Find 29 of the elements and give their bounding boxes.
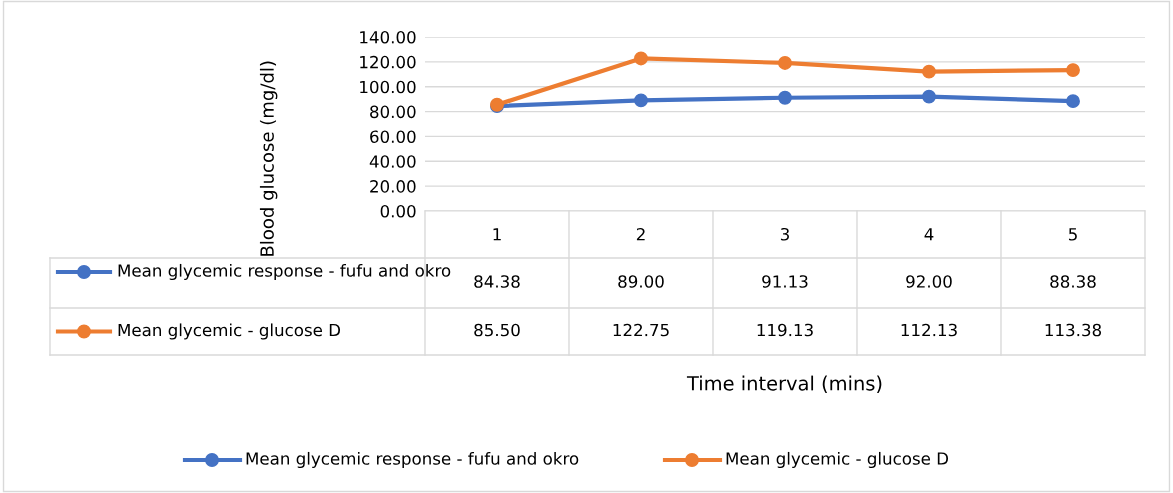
x-tick-label: 3 bbox=[780, 227, 789, 241]
y-tick-label: 40.00 bbox=[369, 155, 416, 168]
data-label: 84.38 bbox=[474, 275, 520, 288]
x-tick-label: 2 bbox=[636, 227, 645, 241]
text: Mean glycemic response - fufu and okro bbox=[246, 451, 579, 469]
y-axis-title: Blood glucose (mg/dl) bbox=[259, 61, 278, 256]
data-label: 112.13 bbox=[901, 323, 957, 337]
y-tick-label: 20.00 bbox=[370, 180, 416, 193]
y-tick-label: 140.00 bbox=[360, 30, 416, 44]
y-tick-label: 60.00 bbox=[370, 130, 416, 143]
y-tick-label: 0.00 bbox=[380, 204, 416, 218]
y-tick-label: 120.00 bbox=[360, 55, 416, 69]
data-label: 113.38 bbox=[1045, 323, 1102, 337]
text: Time interval (mins) bbox=[686, 375, 882, 393]
data-label: 122.75 bbox=[613, 323, 669, 337]
text: Mean glycemic - glucose D bbox=[726, 451, 949, 469]
data-label: 119.13 bbox=[757, 323, 813, 337]
y-tick-label: 100.00 bbox=[360, 80, 416, 94]
legend-label: Mean glycemic - glucose D bbox=[118, 323, 341, 340]
data-label: 85.50 bbox=[474, 323, 520, 337]
x-tick-label: 5 bbox=[1068, 228, 1077, 241]
y-tick-label: 80.00 bbox=[370, 105, 416, 119]
legend-label: Mean glycemic response - fufu and okro bbox=[118, 263, 451, 281]
data-label: 88.38 bbox=[1050, 275, 1096, 288]
x-tick-label: 1 bbox=[493, 228, 501, 241]
data-label: 89.00 bbox=[618, 275, 664, 288]
data-label: 91.13 bbox=[762, 275, 808, 288]
x-tick-label: 4 bbox=[924, 228, 934, 241]
data-label: 92.00 bbox=[906, 275, 952, 288]
